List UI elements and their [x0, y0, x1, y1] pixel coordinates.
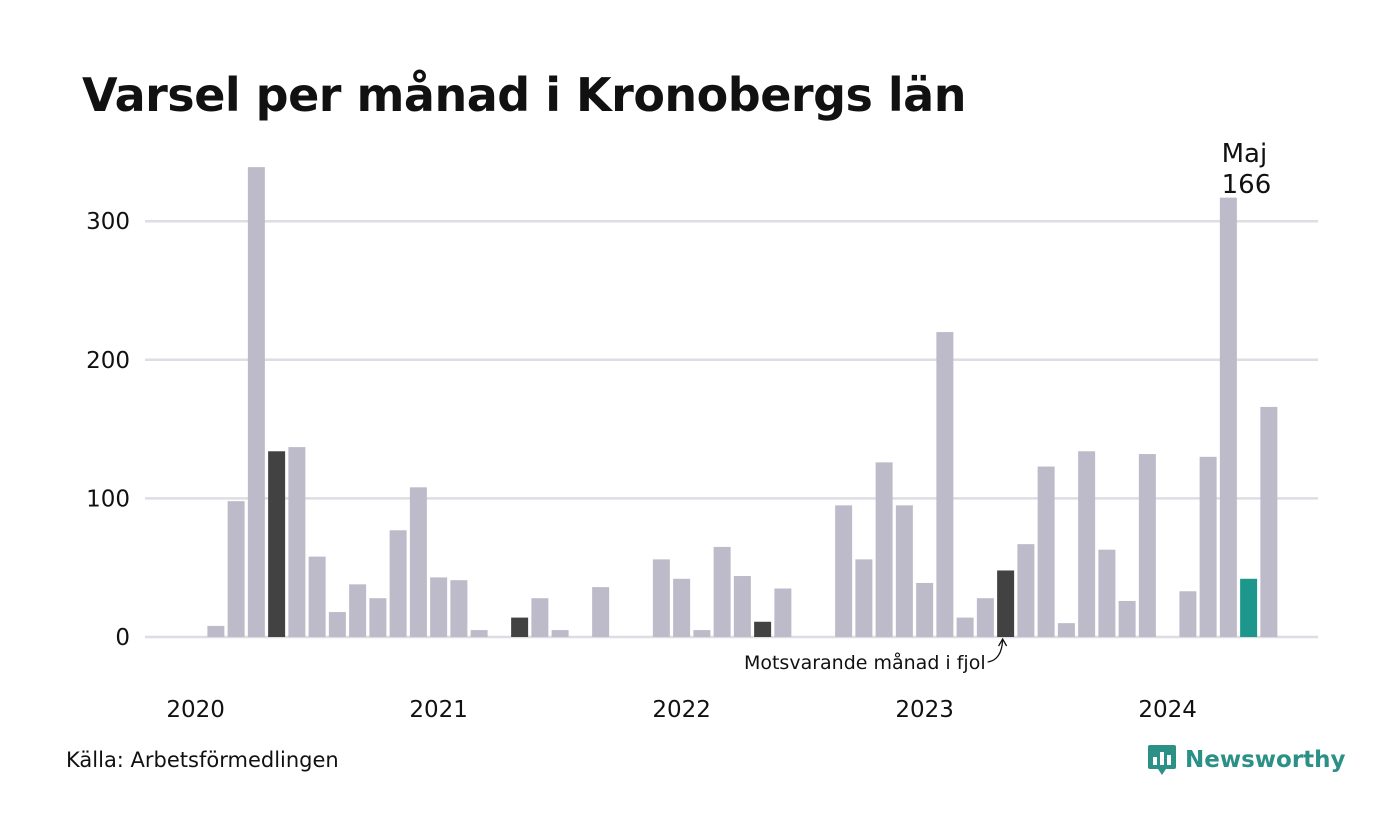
- x-year-label: 2022: [652, 697, 711, 723]
- source-credit: Källa: Arbetsförmedlingen: [66, 748, 339, 772]
- bar-2022-09: [835, 505, 853, 637]
- x-year-label: 2023: [895, 697, 954, 723]
- bar-2023-02: [936, 332, 954, 637]
- bar-2020-03: [227, 501, 245, 637]
- bar-2022-11: [875, 462, 893, 637]
- bar-2022-02: [693, 630, 711, 637]
- bar-2023-07: [1037, 466, 1055, 637]
- bar-2020-08: [328, 612, 346, 637]
- bar-2020-02: [207, 625, 225, 637]
- bar-2020-09: [349, 584, 367, 637]
- newsworthy-chart-icon: [1148, 745, 1176, 775]
- bar-2021-06: [531, 598, 549, 637]
- bar-2022-06: [774, 588, 792, 637]
- highlight-value-label: 166: [1222, 170, 1272, 200]
- bar-2023-06: [1017, 544, 1035, 637]
- bar-2023-04: [976, 598, 994, 637]
- bar-2020-04: [247, 167, 265, 637]
- logo-text: Newsworthy: [1185, 747, 1346, 773]
- bar-2020-06: [288, 447, 306, 637]
- bar-2022-10: [855, 559, 873, 637]
- bar-2023-10: [1098, 549, 1116, 637]
- bar-2022-03: [713, 546, 731, 637]
- bar-2024-04: [1219, 197, 1237, 637]
- previous-year-annotation: Motsvarande månad i fjol: [744, 651, 986, 674]
- bar-2020-10: [369, 598, 387, 637]
- bar-2023-11: [1118, 600, 1136, 637]
- bar-2020-11: [389, 530, 407, 637]
- bar-2021-12: [652, 559, 670, 637]
- bar-2022-05: [754, 621, 772, 637]
- bar-2022-01: [673, 578, 691, 637]
- bar-2021-05: [511, 617, 529, 637]
- bar-2022-04: [733, 576, 751, 637]
- bar-2021-02: [450, 580, 468, 637]
- annotation-arrowhead: [998, 637, 1008, 647]
- bar-2023-03: [956, 617, 974, 637]
- x-axis-year-labels: 2020 2021 2022 2023 2024: [166, 697, 1197, 723]
- bar-2024-03: [1199, 456, 1217, 637]
- bar-2021-01: [430, 577, 448, 637]
- bar-2022-12: [895, 505, 913, 637]
- newsworthy-logo: Newsworthy: [1147, 743, 1346, 777]
- bar-2023-05: [997, 570, 1015, 637]
- chart-title: Varsel per månad i Kronobergs län: [82, 68, 966, 122]
- bar-2023-09: [1078, 451, 1096, 637]
- bar-2024-02: [1179, 591, 1197, 637]
- x-year-label: 2021: [409, 697, 468, 723]
- bar-2023-01: [916, 582, 934, 637]
- y-tick-label: 300: [86, 209, 130, 235]
- bar-2023-08: [1057, 623, 1075, 637]
- y-axis-ticks: 0 100 200 300: [86, 209, 130, 651]
- annotation-arrow: [987, 639, 1004, 663]
- highlight-month-label: Maj: [1222, 139, 1268, 169]
- bar-2021-03: [470, 630, 488, 637]
- bar-2021-07: [551, 630, 569, 637]
- y-tick-label: 200: [86, 348, 130, 374]
- bar-2020-12: [409, 487, 427, 637]
- x-year-label: 2024: [1138, 697, 1197, 723]
- bars: [207, 167, 1278, 637]
- x-year-label: 2020: [166, 697, 225, 723]
- bar-undefined: [1260, 406, 1278, 637]
- bar-2024-05: [1240, 578, 1258, 637]
- bar-2023-12: [1138, 454, 1156, 637]
- y-tick-label: 0: [115, 625, 130, 651]
- bar-2020-07: [308, 556, 326, 637]
- y-tick-label: 100: [86, 486, 130, 512]
- bar-2020-05: [268, 451, 286, 637]
- bar-2021-09: [592, 587, 610, 637]
